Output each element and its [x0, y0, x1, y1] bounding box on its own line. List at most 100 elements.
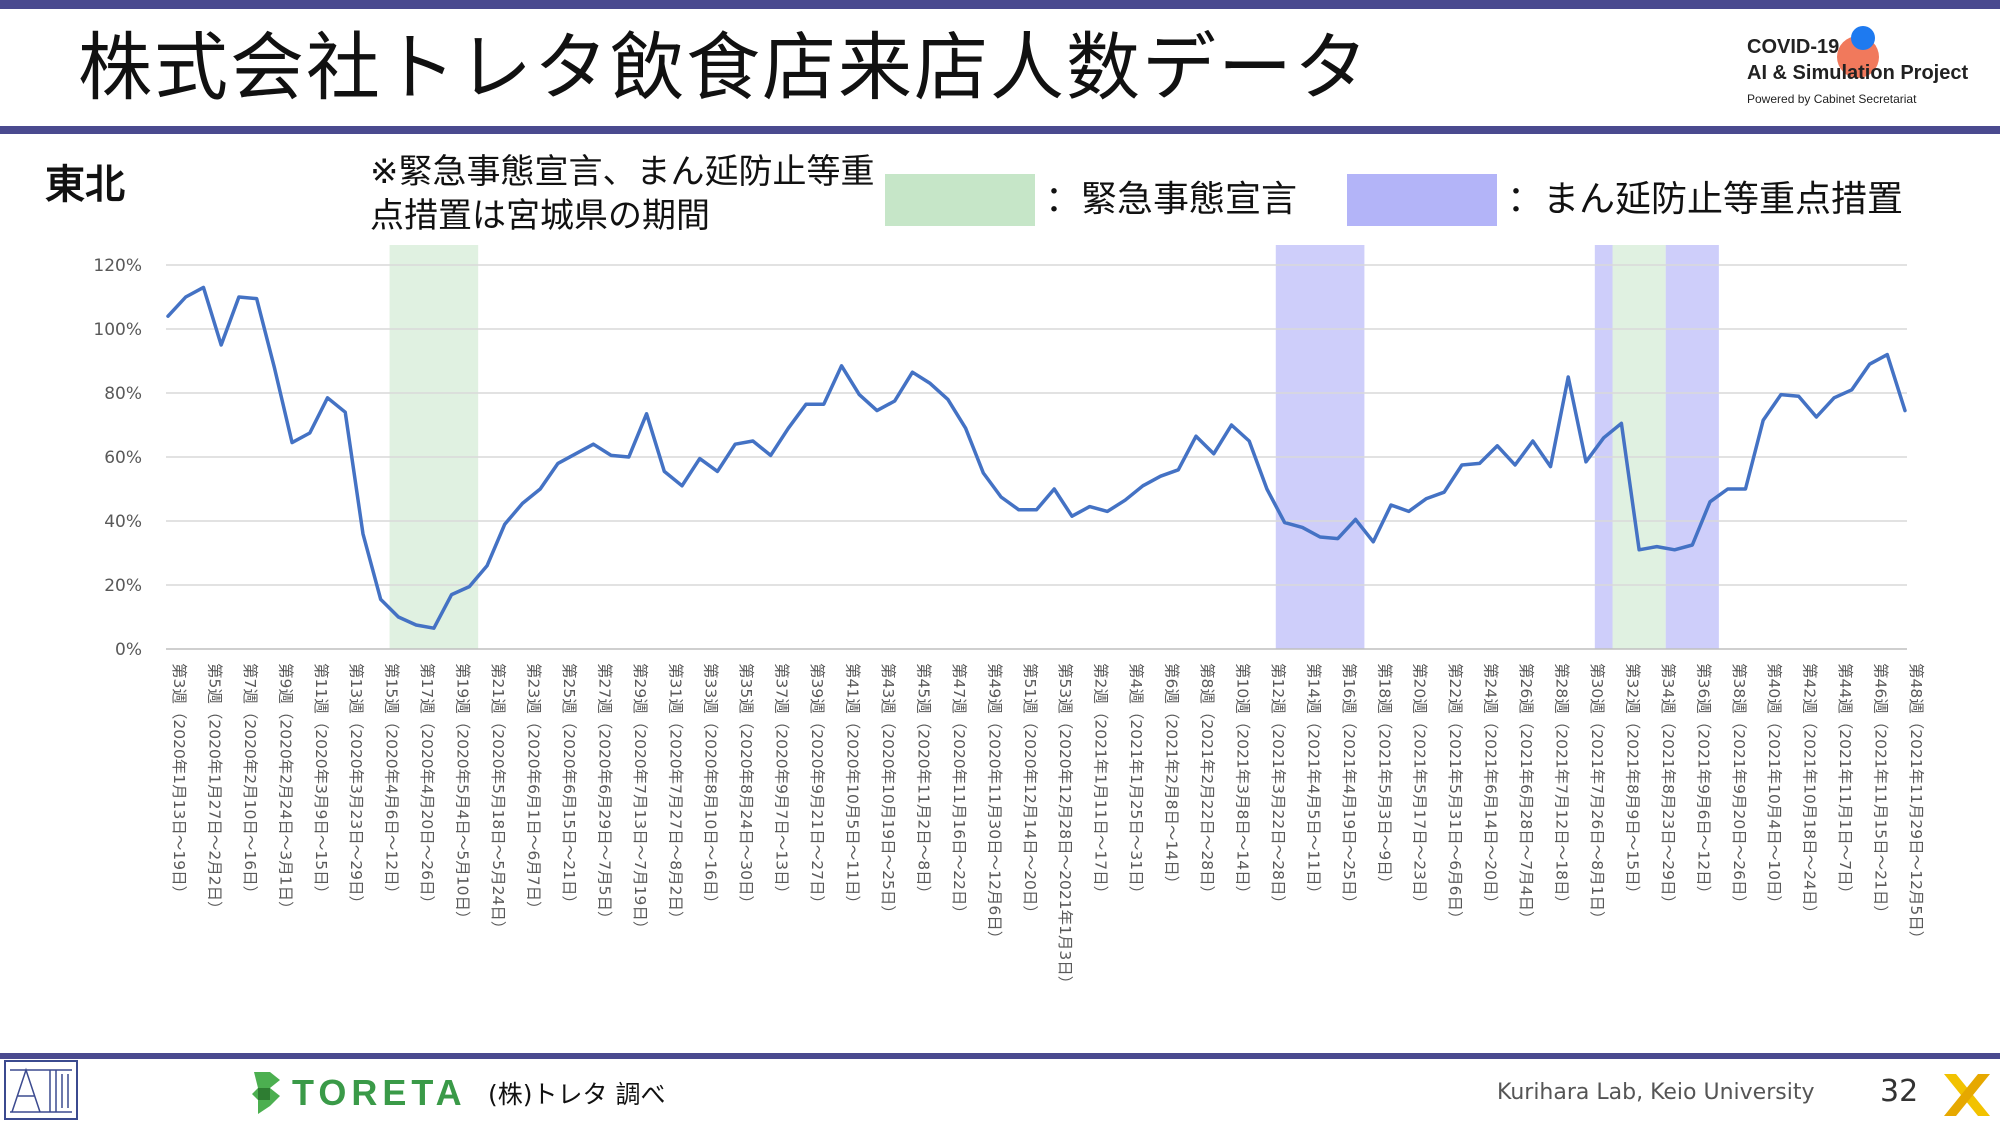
x-tick: 第47週（2020年11月16日～22日）	[950, 663, 968, 921]
source-note: (株)トレタ 調べ	[488, 1080, 666, 1109]
x-tick: 第7週（2020年2月10日～16日）	[241, 663, 259, 901]
x-tick: 第19週（2020年5月4日～5月10日）	[454, 663, 472, 926]
x-tick-label: 第40週（2021年10月4日～10日）	[1765, 663, 1783, 911]
logo-line-2: AI & Simulation Project	[1747, 62, 1969, 84]
x-tick-label: 第49週（2020年11月30日～12月6日）	[985, 663, 1003, 946]
x-tick-label: 第44週（2021年11月1日～7日）	[1836, 663, 1854, 901]
x-tick: 第15週（2020年4月6日～12日）	[383, 663, 401, 901]
x-tick: 第28週（2021年7月12日～18日）	[1553, 663, 1571, 911]
x-axis-ticks: 第3週（2020年1月13日～19日） 第5週（2020年1月27日～2月2日） 第…	[170, 663, 1925, 991]
x-tick: 第6週（2021年2月8日～14日）	[1163, 663, 1181, 891]
x-tick-label: 第2週（2021年1月11日～17日）	[1092, 663, 1110, 901]
y-tick-label: 120%	[93, 256, 142, 276]
x-tick: 第29週（2020年7月13日～7月19日）	[631, 663, 649, 936]
region-label: 東北	[45, 162, 125, 208]
x-tick: 第13週（2020年3月23日～29日）	[347, 663, 365, 911]
y-tick-label: 80%	[104, 384, 142, 404]
x-tick: 第2週（2021年1月11日～17日）	[1092, 663, 1110, 901]
x-tick: 第48週（2021年11月29日～12月5日）	[1907, 663, 1925, 946]
logo-line-1: COVID-19	[1747, 36, 1840, 58]
x-tick-label: 第39週（2020年9月21日～27日）	[808, 663, 826, 911]
x-tick-label: 第42週（2021年10月18日～24日）	[1801, 663, 1819, 921]
legend-label-emergency: ：緊急事態宣言	[1045, 179, 1298, 220]
x-tick-label: 第6週（2021年2月8日～14日）	[1163, 663, 1181, 891]
x-tick: 第27週（2020年6月29日～7月5日）	[595, 663, 613, 926]
x-tick: 第31週（2020年7月27日～8月2日）	[666, 663, 684, 926]
shade-priority-1	[1275, 245, 1365, 649]
x-tick: 第36週（2021年9月6日～12日）	[1694, 663, 1712, 901]
x-tick-label: 第12週（2021年3月22日～28日）	[1269, 663, 1287, 911]
x-tick: 第39週（2020年9月21日～27日）	[808, 663, 826, 911]
legend-label-priority: ：まん延防止等重点措置	[1507, 179, 1904, 220]
x-tick-label: 第10週（2021年3月8日～14日）	[1233, 663, 1251, 901]
x-tick-label: 第31週（2020年7月27日～8月2日）	[666, 663, 684, 926]
x-tick-label: 第28週（2021年7月12日～18日）	[1553, 663, 1571, 911]
x-tick-label: 第36週（2021年9月6日～12日）	[1694, 663, 1712, 901]
x-tick: 第3週（2020年1月13日～19日）	[170, 663, 188, 901]
period-note: ※緊急事態宣言、まん延防止等重点措置は宮城県の期間	[370, 152, 875, 236]
x-tick: 第38週（2021年9月20日～26日）	[1730, 663, 1748, 911]
x-tick: 第42週（2021年10月18日～24日）	[1801, 663, 1819, 921]
gridlines	[166, 264, 1907, 650]
x-tick-label: 第37週（2020年9月7日～13日）	[773, 663, 791, 901]
x-tick-label: 第51週（2020年12月14日～20日）	[1021, 663, 1039, 921]
x-tick-label: 第7週（2020年2月10日～16日）	[241, 663, 259, 901]
x-tick-label: 第24週（2021年6月14日～20日）	[1482, 663, 1500, 911]
series-lines	[166, 285, 1907, 630]
y-axis-ticks: 0% 20% 40% 60% 80% 100% 120%	[93, 256, 142, 660]
x-tick: 第4週（2021年1月25日～31日）	[1127, 663, 1145, 901]
x-tick-label: 第3週（2020年1月13日～19日）	[170, 663, 188, 901]
x-tick-label: 第19週（2020年5月4日～5月10日）	[454, 663, 472, 926]
x-tick: 第33週（2020年8月10日～16日）	[702, 663, 720, 911]
x-tick: 第49週（2020年11月30日～12月6日）	[985, 663, 1003, 946]
shade-emergency-3	[1612, 245, 1666, 649]
legend-swatch-priority	[1347, 174, 1497, 226]
shade-priority-4	[1665, 245, 1719, 649]
shade-emergency-0	[389, 245, 479, 649]
header-rule	[0, 126, 2000, 134]
x-tick-label: 第26週（2021年6月28日～7月4日）	[1517, 663, 1535, 926]
toreta-logo: TORETA	[248, 1068, 462, 1118]
x-tick-label: 第33週（2020年8月10日～16日）	[702, 663, 720, 911]
x-tick-label: 第43週（2020年10月19日～25日）	[879, 663, 897, 921]
x-tick-label: 第17週（2020年4月20日～26日）	[418, 663, 436, 911]
top-bar	[0, 0, 2000, 9]
x-tick-label: 第32週（2021年8月9日～15日）	[1623, 663, 1641, 901]
x-tick-label: 第38週（2021年9月20日～26日）	[1730, 663, 1748, 911]
x-tick: 第21週（2020年5月18日～5月24日）	[489, 663, 507, 936]
x-tick: 第53週（2020年12月28日～2021年1月3日）	[1056, 663, 1074, 991]
covid-project-logo: COVID-19 AI & Simulation Project Powered…	[1747, 26, 1987, 115]
x-tick-label: 第47週（2020年11月16日～22日）	[950, 663, 968, 921]
logo-blue-dot-icon	[1851, 26, 1875, 50]
x-tick-label: 第48週（2021年11月29日～12月5日）	[1907, 663, 1925, 946]
series-line	[166, 285, 1907, 630]
x-tick: 第23週（2020年6月1日～6月7日）	[524, 663, 542, 917]
visitor-line-chart: 0% 20% 40% 60% 80% 100% 120% 第3週（2020年1月13日～19…	[93, 245, 1925, 991]
lab-ai-logo-icon	[4, 1060, 78, 1120]
x-tick: 第37週（2020年9月7日～13日）	[773, 663, 791, 901]
x-tick-label: 第23週（2020年6月1日～6月7日）	[524, 663, 542, 917]
x-tick-label: 第9週（2020年2月24日～3月1日）	[276, 663, 294, 917]
footer-rule	[0, 1053, 2000, 1059]
toreta-mark-icon	[252, 1072, 280, 1114]
y-tick-label: 0%	[115, 640, 142, 660]
x-tick-label: 第8週（2021年2月22日～28日）	[1198, 663, 1216, 901]
y-tick-label: 20%	[104, 576, 142, 596]
x-tick-label: 第25週（2020年6月15日～21日）	[560, 663, 578, 911]
x-tick-label: 第16週（2021年4月19日～25日）	[1340, 663, 1358, 911]
x-tick-label: 第20週（2021年5月17日～23日）	[1411, 663, 1429, 911]
x-tick: 第46週（2021年11月15日～21日）	[1872, 663, 1890, 921]
x-tick-label: 第35週（2020年8月24日～30日）	[737, 663, 755, 911]
x-tick: 第44週（2021年11月1日～7日）	[1836, 663, 1854, 901]
x-tick-label: 第30週（2021年7月26日～8月1日）	[1588, 663, 1606, 926]
legend-swatch-emergency	[885, 174, 1035, 226]
x-tick-label: 第22週（2021年5月31日～6月6日）	[1446, 663, 1464, 926]
x-tick: 第8週（2021年2月22日～28日）	[1198, 663, 1216, 901]
x-tick: 第17週（2020年4月20日～26日）	[418, 663, 436, 911]
x-tick: 第43週（2020年10月19日～25日）	[879, 663, 897, 921]
x-tick: 第32週（2021年8月9日～15日）	[1623, 663, 1641, 901]
x-tick: 第30週（2021年7月26日～8月1日）	[1588, 663, 1606, 926]
x-tick-label: 第11週（2020年3月9日～15日）	[312, 663, 330, 901]
shade-priority-2	[1594, 245, 1613, 649]
shaded-periods	[389, 245, 1719, 649]
